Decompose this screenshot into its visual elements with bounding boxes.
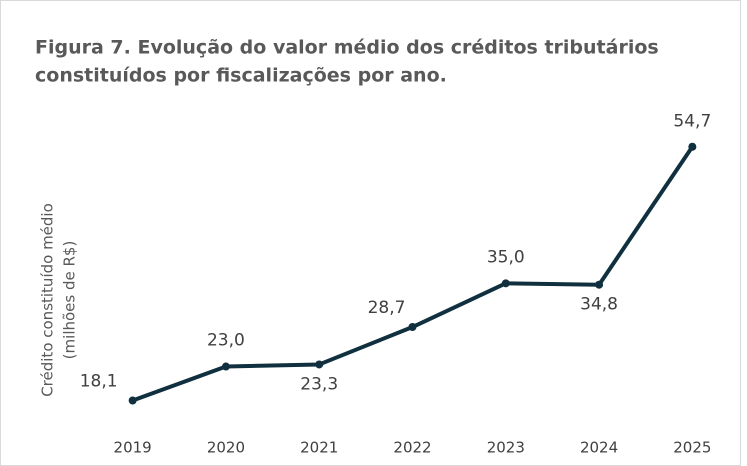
y-axis-label-line: Crédito constituído médio bbox=[39, 203, 57, 397]
marker bbox=[595, 280, 604, 289]
y-axis-label-line: (milhões de R$) bbox=[61, 241, 79, 360]
x-tick-label: 2021 bbox=[300, 439, 338, 457]
marker bbox=[221, 362, 230, 371]
x-tick-label: 2023 bbox=[487, 439, 525, 457]
x-tick-label: 2020 bbox=[207, 439, 245, 457]
y-axis-label: Crédito constituído médio (milhões de R$… bbox=[39, 203, 79, 397]
x-tick-label: 2022 bbox=[393, 439, 431, 457]
marker bbox=[688, 142, 697, 151]
data-label: 23,3 bbox=[300, 374, 338, 394]
data-label: 34,8 bbox=[580, 295, 618, 315]
marker bbox=[315, 360, 324, 369]
marker bbox=[408, 323, 417, 332]
data-label: 18,1 bbox=[80, 372, 118, 392]
marker bbox=[128, 396, 137, 405]
data-label: 54,7 bbox=[673, 112, 711, 132]
marker bbox=[501, 279, 510, 288]
x-tick-label: 2025 bbox=[673, 439, 711, 457]
x-tick-label: 2024 bbox=[580, 439, 618, 457]
chart-title: constituídos por fiscalizações por ano. bbox=[35, 65, 447, 87]
data-label: 23,0 bbox=[207, 331, 245, 351]
chart-title: Figura 7. Evolução do valor médio dos cr… bbox=[35, 37, 659, 59]
x-tick-label: 2019 bbox=[114, 439, 152, 457]
data-label: 35,0 bbox=[487, 247, 525, 267]
data-label: 28,7 bbox=[368, 298, 406, 318]
